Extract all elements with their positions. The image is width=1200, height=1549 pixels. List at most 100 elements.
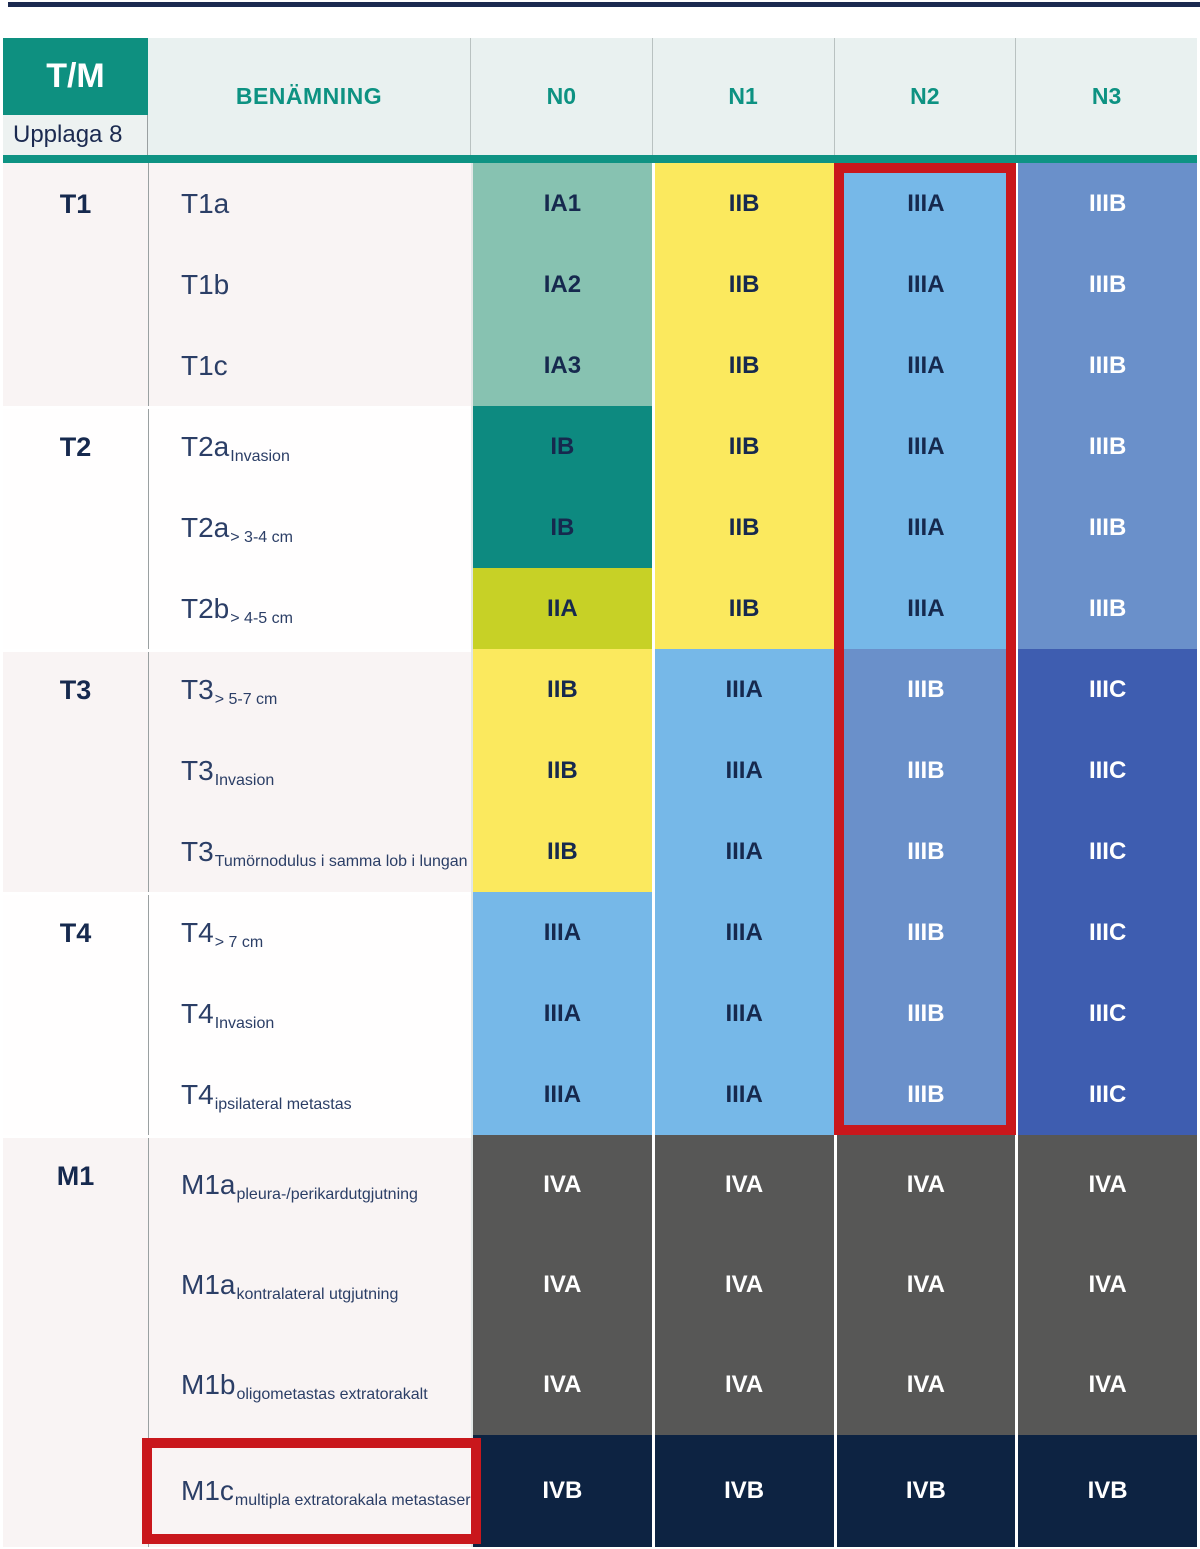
stage-cell: IIIA xyxy=(836,163,1016,244)
row-label: T1b xyxy=(149,244,471,325)
stage-cell: IIB xyxy=(654,487,834,568)
row-label: T4 Invasion xyxy=(149,973,471,1054)
stage-cell: IVA xyxy=(1018,1335,1197,1435)
row-label: T2a > 3-4 cm xyxy=(149,487,471,568)
stage-cell: IIIC xyxy=(1018,973,1197,1054)
stage-cell: IVA xyxy=(1018,1135,1197,1235)
row-label-subscript: multipla extratorakala metastaser xyxy=(234,1492,471,1509)
stage-cell: IIB xyxy=(473,730,652,811)
stage-cell: IIB xyxy=(654,568,834,649)
stage-cell: IIB xyxy=(473,649,652,730)
stage-cell: IIB xyxy=(654,163,834,244)
row-label-main: M1a xyxy=(181,1169,236,1200)
group-cell-t3: T3 xyxy=(3,649,148,892)
group-rows-t1: T1a T1b T1c xyxy=(149,163,471,406)
group-cell-t1: T1 xyxy=(3,163,148,406)
column-header-n2: N2 xyxy=(833,38,1016,155)
stage-cell: IVA xyxy=(654,1335,834,1435)
stage-cell: IVA xyxy=(473,1135,652,1235)
group-cell-t4: T4 xyxy=(3,892,148,1135)
stage-cell: IVA xyxy=(654,1235,834,1335)
row-label-main: T3 xyxy=(181,754,214,786)
row-label-main: T3 xyxy=(181,835,214,867)
stage-cell: IIIA xyxy=(473,1054,652,1135)
row-label-main: M1a xyxy=(181,1269,236,1300)
stage-cell: IIIA xyxy=(654,973,834,1054)
row-label: M1c multipla extratorakala metastaser xyxy=(149,1435,471,1547)
row-label-main: M1b xyxy=(181,1369,236,1400)
stage-cell: IIIA xyxy=(654,1054,834,1135)
stage-cell: IIB xyxy=(654,325,834,406)
row-label: M1a kontralateral utgjutning xyxy=(149,1235,471,1335)
stage-cell: IIIA xyxy=(654,730,834,811)
row-label: T4 > 7 cm xyxy=(149,892,471,973)
stage-cell: IIIB xyxy=(1018,487,1197,568)
column-header-benamning: BENÄMNING xyxy=(148,38,470,155)
row-label-main: T2b xyxy=(181,592,230,624)
row-label-subscript: Invasion xyxy=(230,447,290,465)
row-label: T3 Invasion xyxy=(149,730,471,811)
stage-cell: IIIB xyxy=(1018,244,1197,325)
stage-cell: IIIA xyxy=(836,406,1016,487)
stage-cell: IVB xyxy=(1018,1435,1197,1547)
header-divider-bar xyxy=(3,155,1197,163)
table-header: T/M Upplaga 8 BENÄMNING N0 N1 N2 N3 xyxy=(3,38,1197,155)
stage-cell: IIIB xyxy=(836,892,1016,973)
stage-cell: IIB xyxy=(654,406,834,487)
stage-cell: IIA xyxy=(473,568,652,649)
group-label: T2 xyxy=(59,432,92,462)
row-label: T3 Tumörnodulus i samma lob i lungan xyxy=(149,811,471,892)
column-header-n1: N1 xyxy=(651,38,834,155)
stage-cell: IIIA xyxy=(473,973,652,1054)
row-label-subscript: Tumörnodulus i samma lob i lungan xyxy=(214,852,468,870)
stage-cell: IIIC xyxy=(1018,1054,1197,1135)
row-label: T3 > 5-7 cm xyxy=(149,649,471,730)
stage-cell: IVA xyxy=(836,1335,1016,1435)
row-label-subscript: kontralateral utgjutning xyxy=(236,1286,399,1303)
stage-cell: IIIB xyxy=(1018,568,1197,649)
group-label: T4 xyxy=(59,918,92,948)
stage-cell: IIIB xyxy=(836,811,1016,892)
row-label-subscript: > 5-7 cm xyxy=(214,690,278,708)
stage-cell: IVA xyxy=(1018,1235,1197,1335)
edition-cell: Upplaga 8 xyxy=(3,115,148,155)
row-label-main: T4 xyxy=(181,997,214,1029)
group-label: M1 xyxy=(56,1161,95,1191)
stage-cell: IIIA xyxy=(836,568,1016,649)
row-label-main: T4 xyxy=(181,916,214,948)
stage-cell: IIIC xyxy=(1018,892,1197,973)
stage-cell: IVB xyxy=(473,1435,652,1547)
row-label-subscript: Invasion xyxy=(214,771,275,789)
corner-header-stack: T/M Upplaga 8 xyxy=(3,38,148,155)
group-separator xyxy=(3,406,471,409)
stage-cell: IVA xyxy=(473,1235,652,1335)
stage-cell: IIIB xyxy=(836,649,1016,730)
group-separator xyxy=(3,892,471,895)
stage-cell: IIIA xyxy=(473,892,652,973)
group-label: T3 xyxy=(59,675,92,705)
stage-cell: IA3 xyxy=(473,325,652,406)
stage-cell: IIIC xyxy=(1018,730,1197,811)
stage-cell: IIIC xyxy=(1018,811,1197,892)
column-header-n0: N0 xyxy=(470,38,652,155)
row-label-main: M1c xyxy=(181,1475,234,1506)
row-label-main: T2a xyxy=(181,511,230,543)
stage-cell: IIIB xyxy=(836,973,1016,1054)
stage-cell: IIB xyxy=(473,811,652,892)
row-label-main: T1c xyxy=(181,349,228,381)
row-label-main: T1b xyxy=(181,268,230,300)
row-label-main: T3 xyxy=(181,673,214,705)
stage-cell: IIIC xyxy=(1018,649,1197,730)
row-label-subscript: pleura-/perikardutgjutning xyxy=(236,1186,418,1203)
tnm-staging-table: T/M Upplaga 8 BENÄMNING N0 N1 N2 N3 T1 T2… xyxy=(3,38,1197,1547)
column-header-n3: N3 xyxy=(1015,38,1197,155)
row-label-subscript: ipsilateral metastas xyxy=(214,1095,352,1113)
stage-cell: IVA xyxy=(473,1335,652,1435)
row-label: T2b > 4-5 cm xyxy=(149,568,471,649)
row-label: T1a xyxy=(149,163,471,244)
row-label: M1a pleura-/perikardutgjutning xyxy=(149,1135,471,1235)
stage-cell: IIIA xyxy=(836,244,1016,325)
stage-cell: IA1 xyxy=(473,163,652,244)
row-label-main: T2a xyxy=(181,430,230,462)
stage-cell: IIIA xyxy=(654,649,834,730)
